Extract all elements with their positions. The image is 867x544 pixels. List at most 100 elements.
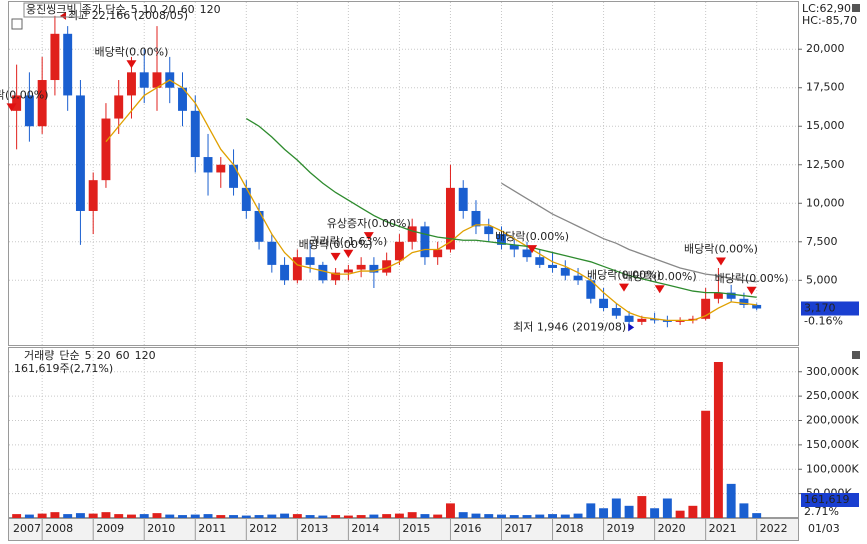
candle-body (420, 226, 430, 258)
event-arrow (330, 252, 341, 261)
event-arrow (618, 283, 629, 292)
candle-body (50, 33, 60, 81)
ma-line (501, 182, 757, 283)
volume-bar (382, 514, 392, 518)
candle-body (535, 257, 545, 265)
candle-body (688, 318, 698, 321)
volume-bar (433, 514, 443, 518)
candle-body (292, 257, 302, 281)
x-tick-label: 2019 (607, 522, 635, 535)
volume-bar (178, 515, 187, 518)
x-tick-label: 2020 (658, 522, 686, 535)
low-label: 최저 1,946 (2019/08) (513, 320, 626, 333)
volume-bar (152, 513, 162, 518)
candle-body (254, 210, 264, 242)
volume-bar (75, 513, 85, 518)
event-label: 배당락(0.00%) (587, 269, 661, 282)
volume-bar (509, 515, 519, 518)
high-arrow (60, 11, 67, 20)
candle-body (190, 110, 200, 158)
high-label: 최고 22,166 (2008/05) (68, 9, 188, 22)
low-arrow (628, 323, 635, 332)
event-arrow (126, 60, 137, 69)
last-volume-box (801, 493, 859, 507)
volume-bar (752, 513, 762, 518)
candle-body (382, 260, 392, 273)
volume-bar (331, 515, 341, 518)
y-tick-label: 200,000K (806, 414, 859, 427)
panel-button[interactable] (852, 351, 860, 359)
volume-bar (190, 514, 200, 518)
last-change: -0.16% (804, 314, 843, 327)
candle-body (216, 164, 226, 173)
volume-bar (63, 514, 73, 518)
y-tick-label: 300,000K (806, 365, 859, 378)
x-tick-label: 2011 (198, 522, 226, 535)
candle-body (713, 292, 723, 299)
title-box (23, 2, 82, 18)
candle-body (203, 157, 213, 173)
y-tick-label: 15,000 (806, 119, 845, 132)
legend-text: 10 (143, 3, 157, 16)
volume-bar (701, 410, 711, 518)
volume-bar (254, 515, 264, 518)
volume-bar (203, 514, 213, 518)
volume-bar (611, 498, 621, 518)
candle-body (484, 226, 494, 235)
x-tick-label: 2015 (402, 522, 430, 535)
candle-body (152, 72, 162, 88)
volume-bar (458, 512, 468, 518)
candle-body (739, 298, 749, 305)
x-tick-label: 2010 (147, 522, 175, 535)
candle-body (305, 257, 315, 265)
candle-body (318, 264, 328, 281)
legend-text: 60 (116, 349, 130, 362)
volume-bar (471, 513, 481, 518)
last-volume: 161,619 (804, 493, 850, 506)
x-tick-label: 2016 (453, 522, 481, 535)
volume-bar (394, 513, 404, 518)
candle-body (650, 318, 660, 321)
volume-bar (713, 362, 723, 518)
time-axis (8, 518, 799, 541)
volume-bar (445, 503, 455, 518)
volume-bar (675, 510, 685, 518)
volume-bar (127, 514, 136, 518)
legend-text: 거래량 (24, 349, 54, 362)
candle-body (573, 275, 583, 281)
hc-label: HC:-85,70 (802, 14, 857, 27)
y-tick-label: 20,000 (806, 42, 845, 55)
event-arrow (6, 103, 17, 112)
candle-body (548, 264, 557, 268)
last-price-box (801, 301, 859, 316)
ma-line (105, 79, 757, 322)
legend-text: 웅진씽크빅 (26, 3, 77, 16)
volume-bar (535, 514, 545, 518)
volume-bar (229, 515, 239, 518)
candle-body (752, 304, 762, 309)
volume-bar (165, 514, 175, 518)
event-arrow (715, 257, 726, 266)
candle-body (37, 80, 47, 127)
volume-bar (292, 514, 302, 518)
candle-body (114, 95, 124, 119)
candle-body (75, 95, 85, 211)
volume-bar (280, 513, 290, 518)
candle-body (471, 210, 481, 227)
volume-bar (24, 514, 34, 518)
panel-button[interactable] (852, 4, 860, 12)
y-tick-label: 150,000K (806, 438, 859, 451)
y-tick-label: 5,000 (806, 273, 838, 286)
candle-body (637, 318, 647, 322)
legend-text: 5 (131, 3, 138, 16)
legend-text: 20 (162, 3, 176, 16)
last-date: 01/03 (808, 522, 840, 535)
volume-bar (356, 515, 366, 518)
candle-body (12, 95, 22, 111)
grid-icon[interactable] (11, 18, 23, 30)
volume-bar (407, 512, 417, 518)
volume-bar (241, 515, 251, 518)
candle-body (280, 264, 290, 281)
volume-bar (12, 514, 22, 518)
volume-bar (497, 514, 506, 518)
